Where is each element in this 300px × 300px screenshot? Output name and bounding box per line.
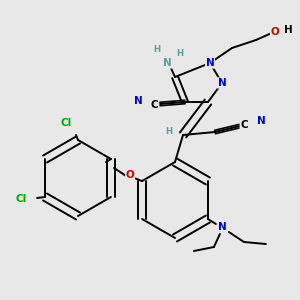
Text: O: O (126, 170, 134, 180)
Text: O: O (271, 27, 279, 37)
Text: Cl: Cl (16, 194, 27, 204)
Text: C: C (240, 120, 248, 130)
Text: H: H (176, 49, 184, 58)
Text: N: N (206, 58, 214, 68)
Text: N: N (218, 78, 226, 88)
Text: Cl: Cl (60, 118, 72, 128)
Text: C: C (150, 100, 158, 110)
Text: N: N (134, 96, 142, 106)
Text: N: N (218, 222, 226, 232)
Text: H: H (165, 128, 172, 136)
Text: N: N (256, 116, 266, 126)
Text: H: H (153, 46, 161, 55)
Text: H: H (284, 25, 292, 35)
Text: N: N (163, 58, 171, 68)
